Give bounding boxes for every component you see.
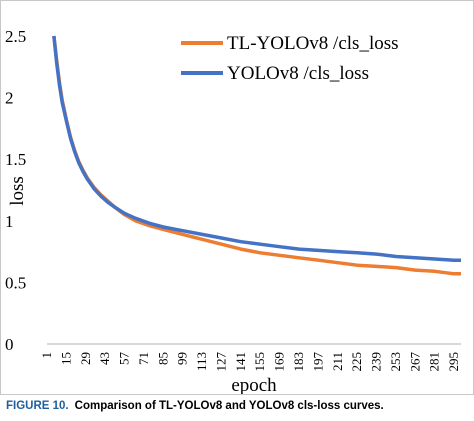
x-tick-label: 169 — [272, 352, 287, 372]
x-tick-label: 239 — [369, 352, 384, 372]
x-tick-label: 29 — [78, 352, 93, 365]
x-tick-label: 71 — [136, 352, 151, 365]
x-tick-label: 295 — [446, 352, 461, 372]
series-line-yolov8 — [52, 35, 461, 262]
y-axis-title: loss — [7, 176, 28, 206]
x-tick-label: 15 — [58, 352, 73, 365]
legend-label-tl-yolov8: TL-YOLOv8 /cls_loss — [227, 33, 399, 54]
legend: TL-YOLOv8 /cls_loss YOLOv8 /cls_loss — [181, 33, 399, 84]
x-tick-label: 57 — [117, 352, 132, 366]
x-tick-labels: 1 15 29 43 57 71 85 99 113 127 141 155 169 183 197 211 2… — [39, 352, 461, 372]
x-tick-label: 113 — [194, 352, 209, 371]
x-tick-label: 253 — [388, 352, 403, 372]
figure-label: FIGURE 10. — [6, 400, 69, 412]
series-layer — [52, 35, 461, 276]
chart: 0 0.5 1 1.5 2 2.5 1 15 29 43 57 71 85 99 113 127 141 155… — [5, 27, 461, 394]
y-tick-label: 1 — [5, 212, 14, 231]
x-tick-label: 211 — [330, 352, 345, 371]
x-tick-label: 99 — [175, 352, 190, 365]
x-tick-label: 127 — [213, 352, 228, 372]
x-tick-label: 267 — [407, 352, 422, 372]
x-tick-label: 85 — [155, 352, 170, 365]
x-tick-label: 281 — [427, 352, 442, 372]
x-tick-label: 43 — [97, 352, 112, 365]
figure-caption: FIGURE 10. Comparison of TL-YOLOv8 and YO… — [6, 400, 471, 412]
x-axis-title: epoch — [231, 375, 277, 394]
y-tick-label: 0 — [5, 335, 14, 354]
y-tick-label: 2 — [5, 89, 14, 108]
y-tick-label: 2.5 — [5, 27, 26, 46]
chart-figure: 0 0.5 1 1.5 2 2.5 1 15 29 43 57 71 85 99 113 127 141 155… — [0, 0, 474, 395]
x-tick-label: 141 — [233, 352, 248, 372]
x-tick-label: 183 — [291, 352, 306, 372]
y-tick-labels: 0 0.5 1 1.5 2 2.5 — [5, 27, 26, 354]
x-tick-label: 1 — [39, 352, 54, 359]
caption-text: Comparison of TL-YOLOv8 and YOLOv8 cls-l… — [74, 400, 384, 412]
y-tick-label: 1.5 — [5, 150, 26, 169]
y-tick-label: 0.5 — [5, 273, 26, 292]
x-tick-label: 225 — [349, 352, 364, 372]
x-tick-label: 155 — [252, 352, 267, 372]
x-tick-label: 197 — [310, 352, 325, 372]
legend-label-yolov8: YOLOv8 /cls_loss — [227, 63, 369, 84]
